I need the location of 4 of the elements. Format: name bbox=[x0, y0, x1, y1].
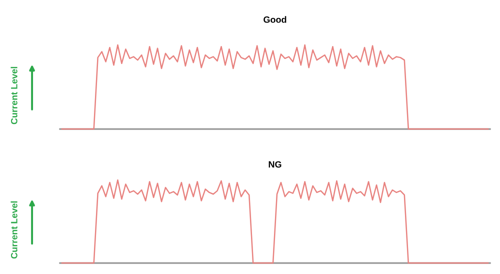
chart-title: NG bbox=[268, 161, 282, 168]
chart-title: Good bbox=[264, 16, 286, 23]
y-axis-title: Current Level bbox=[10, 201, 18, 259]
y-axis-title: Current Level bbox=[10, 66, 18, 124]
